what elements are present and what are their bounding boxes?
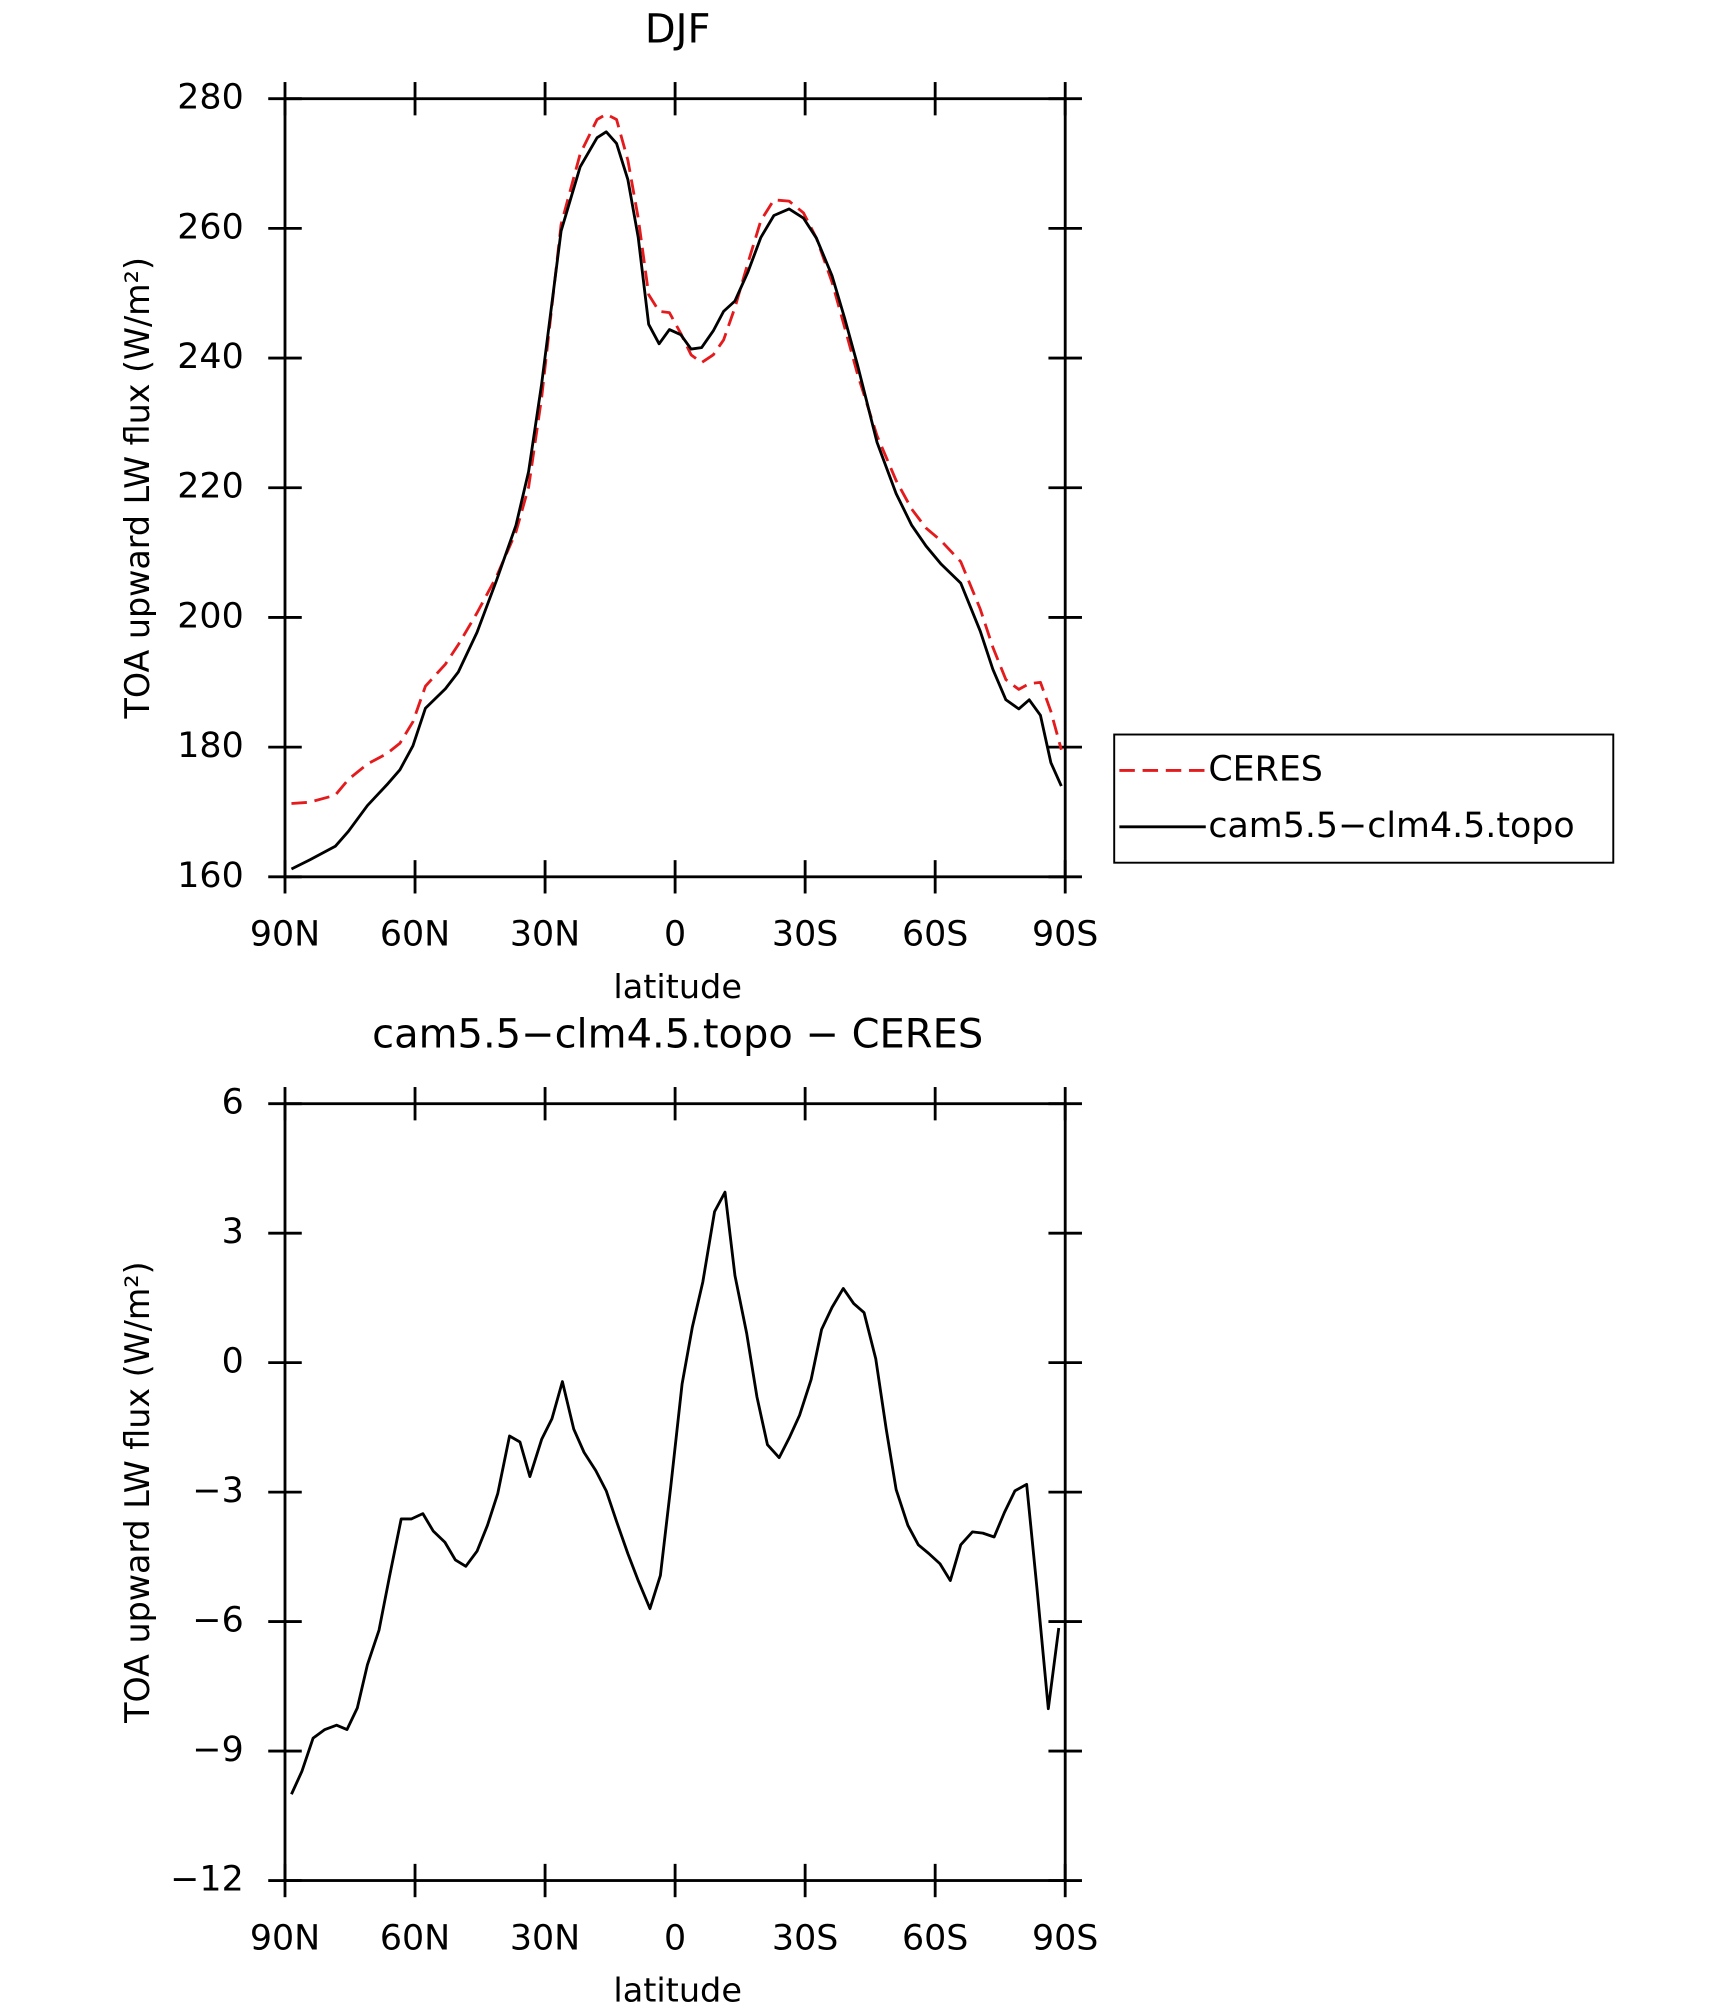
x-tick-label: 30S (772, 1919, 838, 1959)
plot-frame (283, 1102, 1067, 1882)
y-tick-label: 3 (222, 1212, 244, 1252)
y-tick-label: 240 (177, 337, 243, 377)
x-tick-label: 30N (510, 1919, 580, 1959)
y-tick-label: −9 (192, 1730, 243, 1770)
plot-frame (283, 97, 1067, 879)
x-tick-label: 60S (902, 1919, 968, 1959)
x-tick-label: 90N (250, 1919, 320, 1959)
y-tick-label: 260 (177, 207, 243, 247)
y-tick-label: −12 (170, 1860, 243, 1900)
x-axis-label: latitude (613, 967, 742, 1006)
y-tick-label: −6 (192, 1601, 243, 1641)
x-tick-label: 0 (664, 1919, 686, 1959)
x-tick-label: 30S (772, 915, 838, 955)
y-tick-label: −3 (192, 1471, 243, 1511)
x-tick-label: 90S (1032, 1919, 1098, 1959)
y-axis-label: TOA upward LW flux (W/m²) (118, 1261, 157, 1723)
legend-box (1113, 733, 1615, 864)
y-tick-label: 160 (177, 856, 243, 896)
chart-title: cam5.5−clm4.5.topo − CERES (372, 1012, 983, 1058)
x-tick-label: 90S (1032, 915, 1098, 955)
x-tick-label: 60S (902, 915, 968, 955)
y-tick-label: 220 (177, 467, 243, 507)
x-axis-label: latitude (613, 1971, 742, 2010)
y-tick-label: 280 (177, 78, 243, 118)
x-tick-label: 90N (250, 915, 320, 955)
data-line (291, 112, 1063, 805)
data-line (290, 130, 1063, 871)
y-tick-label: 200 (177, 597, 243, 637)
legend-label: CERES (1208, 749, 1323, 789)
chart-title: DJF (645, 7, 711, 53)
x-tick-label: 60N (380, 1919, 450, 1959)
x-tick-label: 30N (510, 915, 580, 955)
data-line (290, 1190, 1061, 1795)
legend-label: cam5.5−clm4.5.topo (1208, 806, 1574, 846)
x-tick-label: 0 (664, 915, 686, 955)
y-tick-label: 0 (222, 1342, 244, 1382)
y-axis-label: TOA upward LW flux (W/m²) (118, 257, 157, 719)
legend: CERES cam5.5−clm4.5.topo (1113, 733, 1615, 864)
y-tick-label: 6 (222, 1083, 244, 1123)
x-tick-label: 60N (380, 915, 450, 955)
y-tick-label: 180 (177, 726, 243, 766)
